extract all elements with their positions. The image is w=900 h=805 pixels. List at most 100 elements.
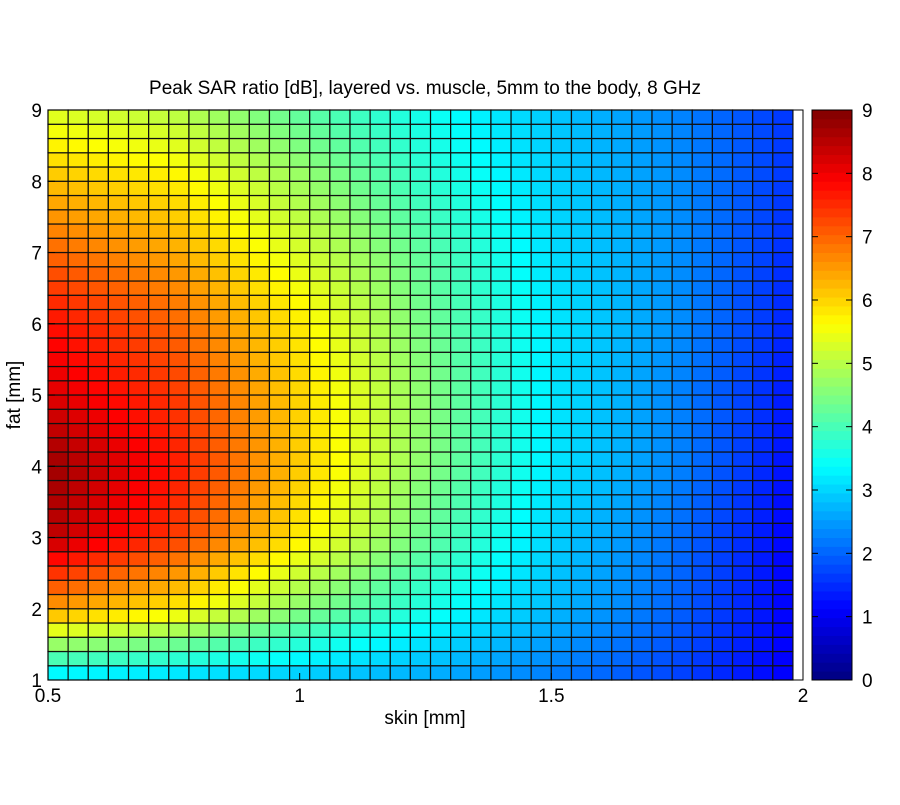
heatmap-cell	[309, 337, 331, 353]
heatmap-cell	[127, 209, 150, 225]
heatmap-cell	[228, 650, 250, 667]
heatmap-cell	[188, 337, 210, 353]
heatmap-cell	[248, 650, 271, 667]
heatmap-cell	[208, 166, 230, 182]
heatmap-cell	[349, 351, 371, 368]
heatmap-cell	[349, 123, 371, 140]
heatmap-cell	[148, 223, 170, 239]
heatmap-cell	[168, 380, 190, 396]
heatmap-cell	[590, 137, 613, 154]
heatmap-cell	[349, 451, 371, 467]
heatmap-cell	[168, 166, 190, 182]
heatmap-cell	[228, 223, 250, 239]
heatmap-cell	[168, 266, 190, 282]
heatmap-cell	[188, 251, 210, 268]
heatmap-cell	[107, 109, 130, 125]
heatmap-cell	[228, 194, 250, 211]
heatmap-cell	[530, 123, 552, 140]
heatmap-cell	[349, 665, 371, 681]
heatmap-cell	[611, 522, 633, 539]
heatmap-cell	[389, 308, 411, 325]
heatmap-cell	[47, 209, 69, 225]
heatmap-cell	[550, 422, 573, 439]
heatmap-cell	[67, 408, 89, 425]
heatmap-cell	[67, 508, 89, 524]
heatmap-cell	[651, 622, 673, 638]
heatmap-cell	[107, 437, 130, 453]
heatmap-cell	[329, 593, 351, 610]
colorbar-tick-label: 1	[862, 608, 873, 629]
heatmap-cell	[611, 308, 633, 325]
heatmap-cell	[369, 308, 391, 325]
heatmap-cell	[349, 479, 371, 496]
heatmap-cell	[168, 294, 190, 311]
heatmap-cell	[772, 422, 794, 439]
heatmap-cell	[188, 166, 210, 182]
heatmap-cell	[409, 209, 432, 225]
heatmap-cell	[671, 266, 693, 282]
heatmap-cell	[228, 394, 250, 410]
heatmap-cell	[550, 508, 573, 524]
heatmap-cell	[389, 123, 411, 140]
heatmap-cell	[731, 380, 754, 396]
heatmap-cell	[268, 551, 291, 567]
heatmap-cell	[228, 251, 250, 268]
heatmap-cell	[289, 180, 311, 197]
colorbar-segment	[812, 528, 852, 538]
heatmap-cell	[289, 394, 311, 410]
heatmap-cell	[369, 180, 391, 197]
heatmap-cell	[550, 280, 573, 296]
heatmap-cell	[289, 551, 311, 567]
colorbar-segment	[812, 475, 852, 485]
heatmap-cell	[570, 422, 593, 439]
heatmap-cell	[248, 280, 271, 296]
heatmap-cell	[67, 551, 89, 567]
heatmap-cell	[671, 551, 693, 567]
colorbar-segment	[812, 279, 852, 289]
heatmap-cell	[731, 337, 754, 353]
heatmap-cell	[127, 152, 150, 168]
heatmap-cell	[429, 593, 452, 610]
heatmap-cell	[631, 152, 653, 168]
heatmap-cell	[127, 294, 150, 311]
heatmap-cell	[67, 351, 89, 368]
heatmap-cell	[691, 536, 713, 553]
heatmap-cell	[711, 636, 734, 653]
heatmap-cell	[208, 551, 230, 567]
colorbar-tick-label: 6	[862, 291, 873, 312]
heatmap-cell	[67, 109, 89, 125]
heatmap-cell	[631, 437, 653, 453]
heatmap-cell	[490, 422, 512, 439]
heatmap-cell	[329, 323, 351, 339]
heatmap-cell	[450, 494, 472, 510]
heatmap-cell	[611, 351, 633, 368]
heatmap-cell	[409, 308, 432, 325]
heatmap-cell	[550, 266, 573, 282]
heatmap-cell	[208, 465, 230, 482]
heatmap-cell	[369, 166, 391, 182]
heatmap-cell	[490, 308, 512, 325]
heatmap-cell	[148, 323, 170, 339]
heatmap-cell	[671, 579, 693, 596]
heatmap-cell	[772, 451, 794, 467]
heatmap-cell	[691, 665, 713, 681]
heatmap-cell	[530, 522, 552, 539]
heatmap-cell	[349, 166, 371, 182]
heatmap-cell	[127, 123, 150, 140]
heatmap-cell	[651, 109, 673, 125]
heatmap-cell	[772, 408, 794, 425]
heatmap-cell	[611, 451, 633, 467]
heatmap-cell	[429, 437, 452, 453]
heatmap-cell	[691, 294, 713, 311]
heatmap-cell	[289, 508, 311, 524]
heatmap-cell	[691, 223, 713, 239]
heatmap-cell	[349, 522, 371, 539]
heatmap-cell	[148, 308, 170, 325]
heatmap-cell	[651, 451, 673, 467]
heatmap-cell	[731, 508, 754, 524]
heatmap-cell	[87, 622, 110, 638]
heatmap-cell	[208, 650, 230, 667]
heatmap-cell	[289, 565, 311, 581]
heatmap-cell	[490, 522, 512, 539]
